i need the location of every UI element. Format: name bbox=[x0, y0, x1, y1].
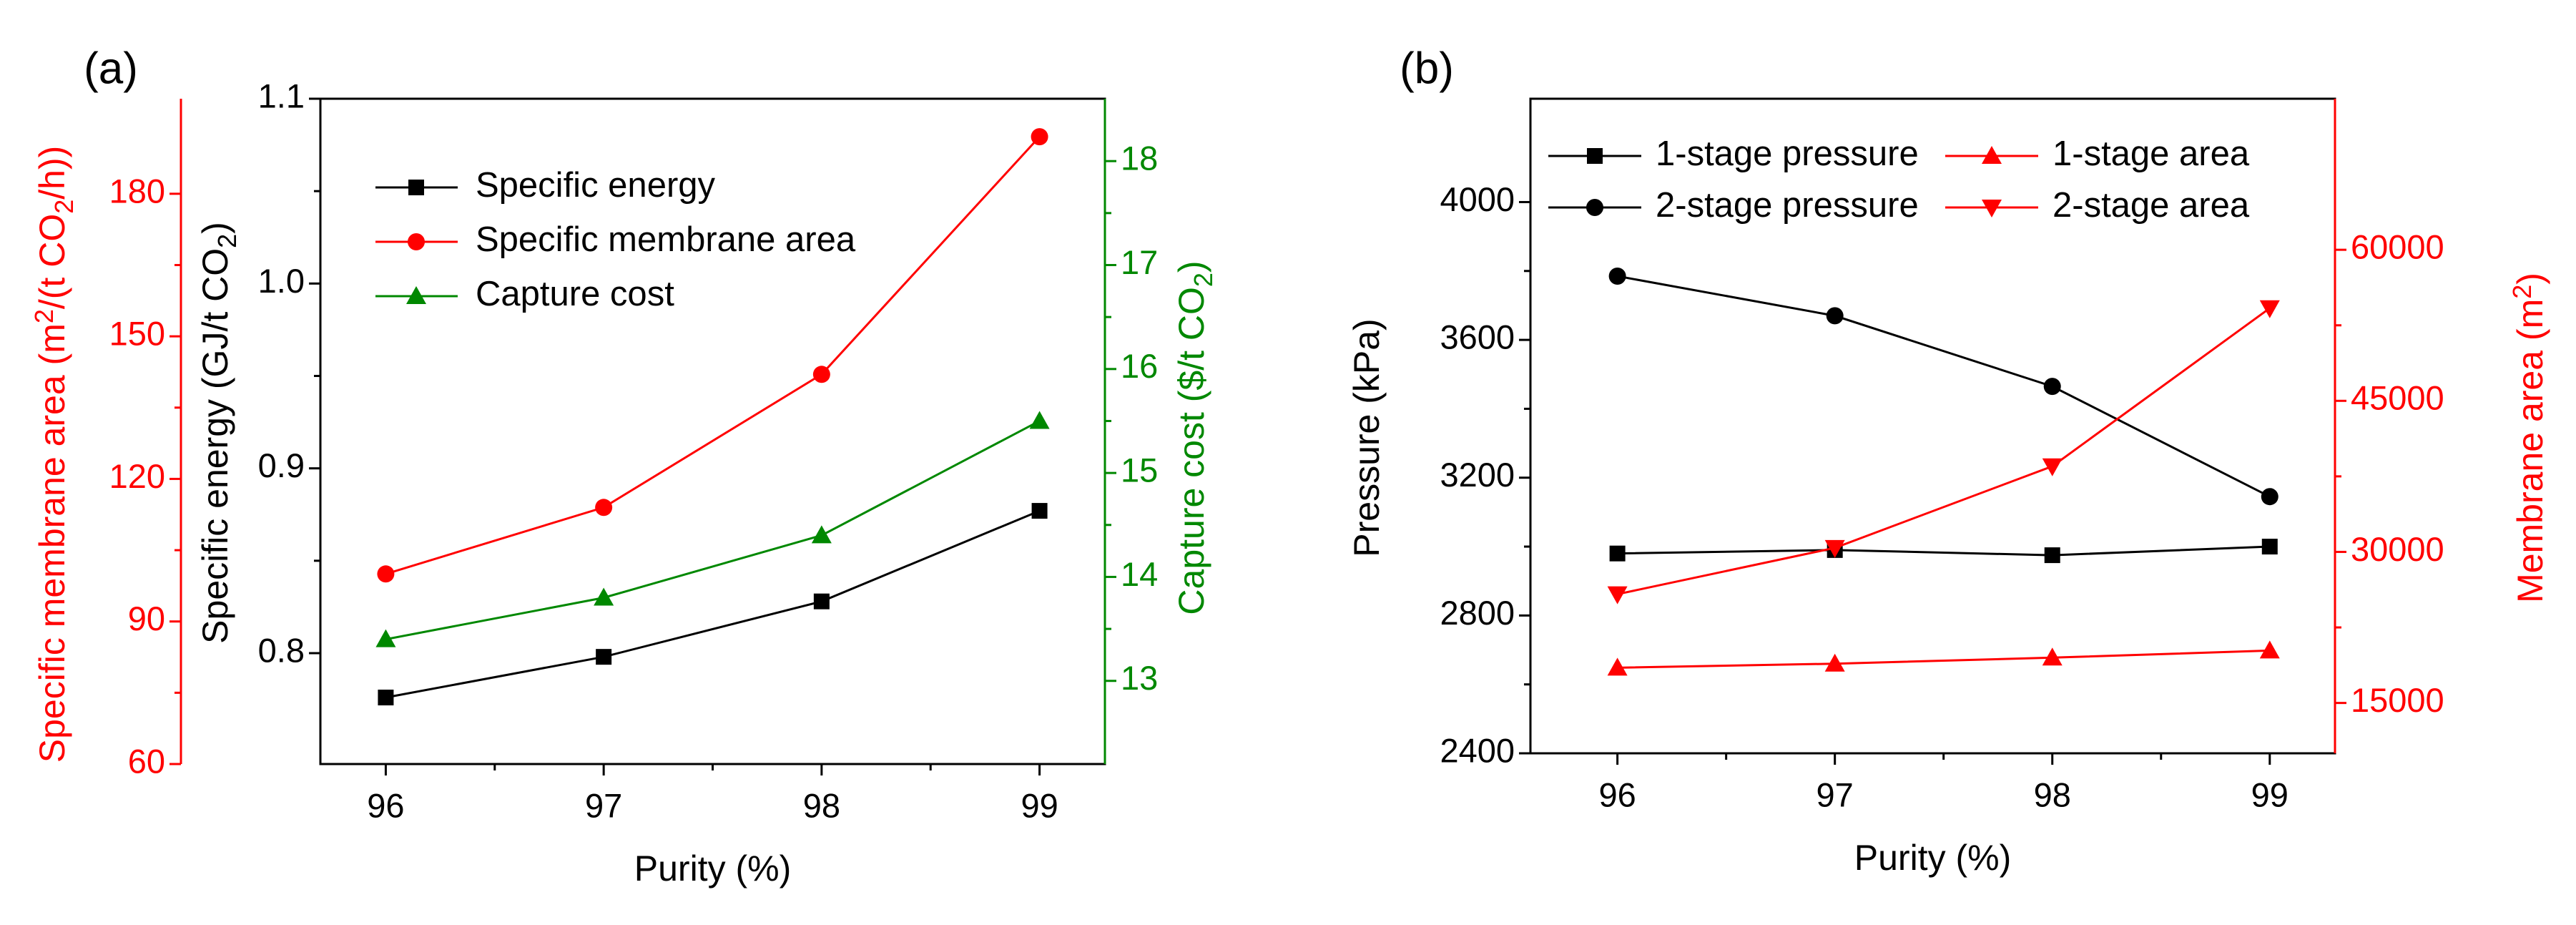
x-tick-label: 98 bbox=[2034, 775, 2071, 813]
energy-axis-tick-label: 0.8 bbox=[258, 631, 305, 669]
x-tick-label: 99 bbox=[1021, 786, 1058, 824]
data-point-area bbox=[1824, 539, 1845, 558]
energy-axis-tick-label: 1.0 bbox=[258, 262, 305, 300]
membrane-area-axis-tick-label: 60000 bbox=[2351, 228, 2444, 266]
data-point-area bbox=[1607, 657, 1628, 676]
data-point-area bbox=[812, 366, 830, 383]
series-line-cost bbox=[385, 420, 1041, 641]
legend-entry: 2-stage area bbox=[2053, 186, 2250, 225]
pressure-axis-tick-label: 2400 bbox=[1440, 731, 1515, 769]
x-axis-label: Purity (%) bbox=[1854, 838, 2011, 878]
chart-panel-b: (b) 96 97 98 99 Purity (%) 2400 2800 3200 3600 400… bbox=[1347, 44, 2550, 878]
data-point-energy bbox=[596, 649, 612, 665]
legend-entry: Specific membrane area bbox=[476, 220, 856, 259]
legend-entry: 1-stage area bbox=[2053, 134, 2250, 173]
data-point-area bbox=[1031, 128, 1048, 146]
legend-marker bbox=[1982, 146, 2002, 164]
x-axis-label: Purity (%) bbox=[634, 848, 791, 889]
energy-axis-tick-label: 1.1 bbox=[258, 77, 305, 114]
cost-axis-tick-label: 14 bbox=[1121, 555, 1158, 593]
series-line-pressure bbox=[1617, 275, 2271, 498]
cost-axis-tick-label: 16 bbox=[1121, 347, 1158, 385]
area-axis-label: Specific membrane area (m2/(t CO2/h)) bbox=[29, 146, 79, 763]
panel-label-a: (a) bbox=[84, 44, 138, 93]
area-axis-tick-label: 90 bbox=[128, 599, 165, 637]
chart-panel-a: (a) 96 97 98 99 Purity (%) 0.8 0.9 1.0 1.1 60 90 120… bbox=[29, 44, 1218, 889]
data-point-area bbox=[1824, 653, 1845, 672]
legend-marker bbox=[406, 286, 426, 304]
series-line-area bbox=[385, 136, 1041, 575]
legend-marker bbox=[1982, 200, 2002, 217]
x-tick-label: 97 bbox=[585, 786, 622, 824]
legend-entry: 2-stage pressure bbox=[1656, 186, 1919, 225]
area-axis-tick-label: 60 bbox=[128, 742, 165, 780]
data-point-pressure bbox=[2044, 547, 2060, 564]
pressure-axis-tick-label: 3600 bbox=[1440, 318, 1515, 356]
area-axis-tick-label: 120 bbox=[109, 457, 165, 495]
data-point-cost bbox=[811, 525, 832, 544]
membrane-area-axis-tick-label: 30000 bbox=[2351, 530, 2444, 568]
data-point-cost bbox=[1029, 411, 1050, 429]
data-point-pressure bbox=[2261, 488, 2278, 506]
area-axis-tick-label: 150 bbox=[109, 315, 165, 353]
data-point-cost bbox=[375, 629, 396, 647]
series-line-area bbox=[1617, 307, 2271, 596]
membrane-area-axis-label: Membrane area (m2) bbox=[2507, 273, 2550, 603]
data-point-area bbox=[2042, 647, 2063, 666]
membrane-area-axis-tick-label: 15000 bbox=[2351, 681, 2444, 719]
data-point-area bbox=[2259, 640, 2280, 659]
energy-axis-tick-label: 0.9 bbox=[258, 446, 305, 484]
data-point-area bbox=[1607, 586, 1628, 605]
cost-axis-tick-label: 18 bbox=[1121, 140, 1158, 177]
data-point-pressure bbox=[2261, 539, 2278, 555]
pressure-axis-tick-label: 2800 bbox=[1440, 594, 1515, 632]
series-line-area bbox=[1617, 649, 2270, 669]
membrane-area-axis-tick-label: 45000 bbox=[2351, 379, 2444, 417]
pressure-axis-tick-label: 3200 bbox=[1440, 456, 1515, 494]
legend-marker bbox=[408, 233, 425, 250]
pressure-axis-tick-label: 4000 bbox=[1440, 180, 1515, 218]
legend-marker bbox=[1587, 148, 1603, 164]
data-point-area bbox=[2042, 458, 2063, 476]
panel-label-b: (b) bbox=[1400, 44, 1454, 93]
data-point-pressure bbox=[2043, 378, 2061, 396]
legend-entry: 1-stage pressure bbox=[1656, 134, 1919, 173]
cost-axis-tick-label: 13 bbox=[1121, 659, 1158, 697]
data-point-energy bbox=[1031, 503, 1048, 519]
x-tick-label: 96 bbox=[367, 786, 404, 824]
cost-axis-label: Capture cost ($/t CO2) bbox=[1171, 260, 1218, 615]
pressure-axis-label: Pressure (kPa) bbox=[1347, 318, 1387, 557]
energy-axis-label: Specific energy (GJ/t CO2) bbox=[195, 222, 242, 644]
legend-marker bbox=[408, 180, 424, 195]
data-point-area bbox=[377, 565, 395, 583]
x-tick-label: 98 bbox=[803, 786, 840, 824]
cost-axis-tick-label: 15 bbox=[1121, 451, 1158, 489]
x-tick-label: 97 bbox=[1817, 775, 1854, 813]
legend-marker bbox=[1586, 199, 1603, 216]
series-line-pressure bbox=[1617, 545, 2270, 557]
series-line-energy bbox=[385, 509, 1041, 699]
area-axis-tick-label: 180 bbox=[109, 172, 165, 210]
data-point-area bbox=[2259, 300, 2280, 318]
x-tick-label: 99 bbox=[2251, 775, 2289, 813]
legend-entry: Specific energy bbox=[476, 166, 716, 205]
data-point-area bbox=[595, 499, 613, 517]
data-point-pressure bbox=[1608, 268, 1626, 285]
data-point-cost bbox=[594, 587, 614, 606]
data-point-energy bbox=[813, 593, 830, 610]
data-point-pressure bbox=[1609, 545, 1626, 562]
x-tick-label: 96 bbox=[1598, 775, 1636, 813]
data-point-pressure bbox=[1826, 307, 1844, 325]
data-point-energy bbox=[378, 690, 394, 705]
legend-entry: Capture cost bbox=[476, 275, 674, 313]
cost-axis-tick-label: 17 bbox=[1121, 243, 1158, 281]
